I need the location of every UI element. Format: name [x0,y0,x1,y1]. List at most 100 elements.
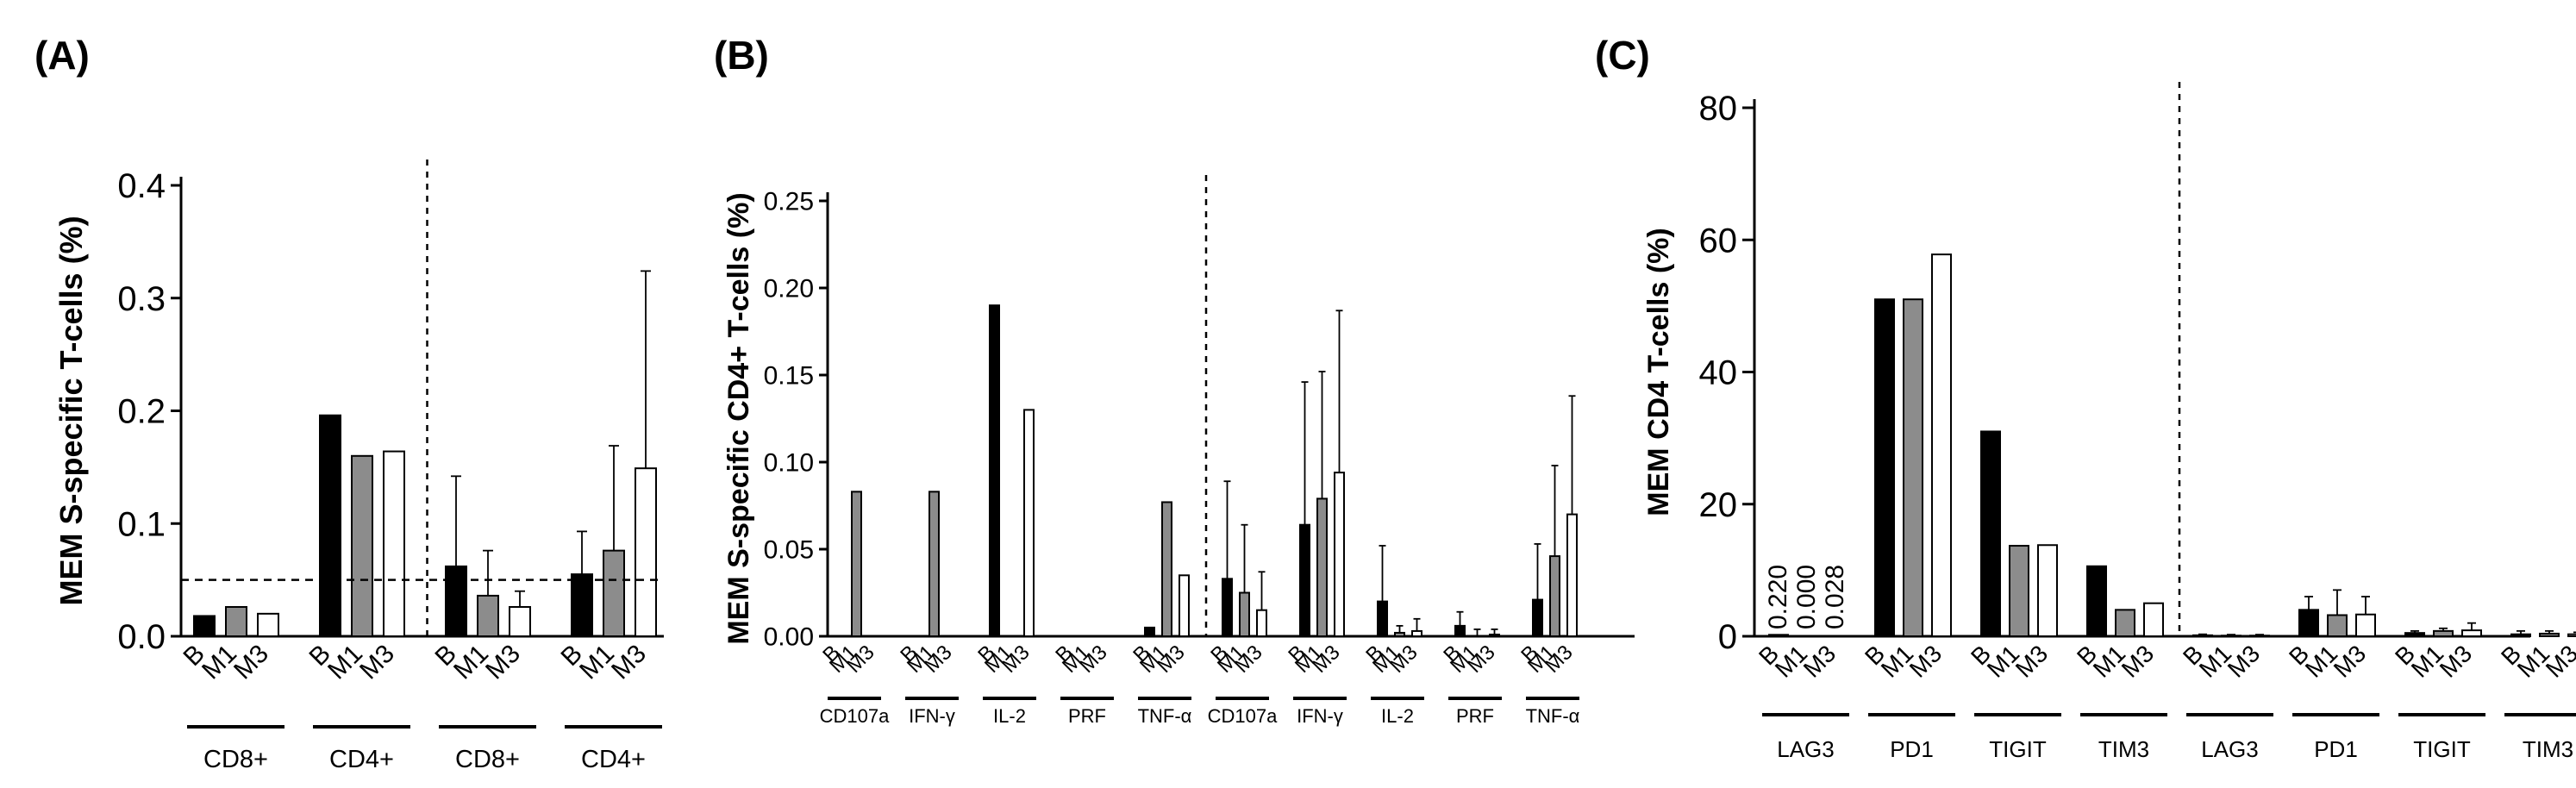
y-tick-label: 0.00 [764,623,814,652]
bar-m1 [2115,609,2135,637]
bar-m1 [2433,629,2454,637]
y-tick-label: 60 [1699,222,1738,260]
value-annotation: 0.000 [1792,565,1821,629]
group-label: CD107a [820,705,890,727]
bar-label: M3 [228,640,274,685]
bar-label: M3 [2116,640,2159,682]
bar-m1 [2327,614,2348,637]
group-label: TNF-α [1526,705,1580,727]
group-label: LAG3 [1777,736,1835,762]
bar-m3 [257,612,279,637]
bar-b [1377,600,1388,637]
bar-m3 [2355,613,2376,637]
group-label: CD8+ [203,746,268,773]
bar-m3 [383,450,405,637]
bar-label: M3 [2541,640,2576,682]
bar-m1 [1316,497,1328,637]
bar-label: M3 [606,640,652,685]
bar-m1 [2539,632,2560,637]
group-label: TIGIT [2413,736,2471,762]
chart-panel-c: (C)MEM CD4 T-cells (%)020406080BM1M3LAG3… [1595,33,2576,762]
bar-b [1144,626,1155,638]
bar-m3 [1489,633,1500,637]
group-label: IL-2 [993,705,1026,727]
bar-m1 [477,594,499,637]
bar-m1 [2221,635,2241,638]
y-tick-label: 0.20 [764,275,814,303]
value-annotation: 0.220 [1764,565,1792,629]
bar-m1 [1549,555,1560,638]
chart-panel-a: (A) MEM S-specific T-cells (%) 0.0 0.1 0.2 0.… [34,33,664,773]
group-label: TIGIT [1989,736,2047,762]
bar-m1 [1161,501,1172,638]
y-tick-label: 40 [1699,354,1738,392]
bar-m3 [1566,513,1578,637]
bar-b [445,565,467,637]
group-label: IFN-γ [1297,705,1343,727]
bar-m1 [1394,631,1405,638]
bar-b [319,414,341,637]
bar-m3 [635,467,657,637]
y-tick-label: 0.05 [764,536,814,565]
group-label: IFN-γ [909,705,955,727]
bar-m3 [2567,633,2576,637]
group-label: CD8+ [455,746,520,773]
bar-m1 [928,491,940,638]
group-label: TIM3 [2523,736,2573,762]
group-label: CD4+ [329,746,394,773]
group-label: CD107a [1208,705,1278,727]
bar-b [2510,633,2531,637]
group-label: IL-2 [1381,705,1414,727]
bar-b [2086,565,2107,638]
group-label: PRF [1456,705,1494,727]
bar-b [571,573,593,638]
y-tick-label: 0.2 [117,393,166,431]
bar-m3 [2461,629,2482,638]
group-label: LAG3 [2201,736,2259,762]
chart-panel-b: (B) MEM S-specific CD4+ T-cells (%) 0.00 0.… [714,33,1635,727]
y-tick-label: 0.10 [764,449,814,478]
value-annotation: 0.028 [1821,565,1849,629]
y-tick-label: 0.25 [764,188,814,216]
y-tick-label: 0.4 [117,167,166,205]
bar-m3 [1023,409,1035,637]
bar-m1 [851,491,862,638]
y-axis-title: MEM S-specific CD4+ T-cells (%) [722,192,755,644]
panel-label: (A) [34,33,90,78]
bar-m1 [351,454,373,637]
bar-b [193,615,216,638]
bar-b [2298,609,2319,637]
y-tick-label: 0.0 [117,618,166,656]
bar-b [2192,634,2213,638]
bar-b [1768,634,1789,638]
group-label: PD1 [1890,736,1934,762]
bar-m3 [1411,629,1422,638]
group-label: PRF [1068,705,1106,727]
bar-m3 [1334,472,1345,637]
group-label: PD1 [2314,736,2358,762]
group-label: TIM3 [2098,736,2149,762]
bar-b [989,304,1000,637]
panel-label: (C) [1595,33,1650,78]
y-tick-label: 20 [1699,486,1738,524]
y-tick-label: 80 [1699,90,1738,128]
y-tick-label: 0.1 [117,505,166,543]
y-tick-label: 0.3 [117,280,166,318]
bar-b [1454,624,1466,638]
bar-m3 [1179,574,1190,637]
y-axis-title: MEM CD4 T-cells (%) [1642,228,1675,516]
bar-b [1222,578,1233,638]
bar-m3 [2037,544,2058,638]
bar-b [1980,430,2001,637]
bar-label: M3 [1798,640,1841,682]
bar-b [1874,298,1895,637]
bar-label: M3 [2435,640,2477,682]
group-label: TNF-α [1138,705,1192,727]
bar-b [1299,523,1310,637]
bar-m3 [1256,609,1267,638]
bar-m1 [2009,545,2029,637]
bar-label: M3 [2329,640,2371,682]
bar-b [2404,632,2425,638]
y-tick-label: 0.15 [764,362,814,391]
